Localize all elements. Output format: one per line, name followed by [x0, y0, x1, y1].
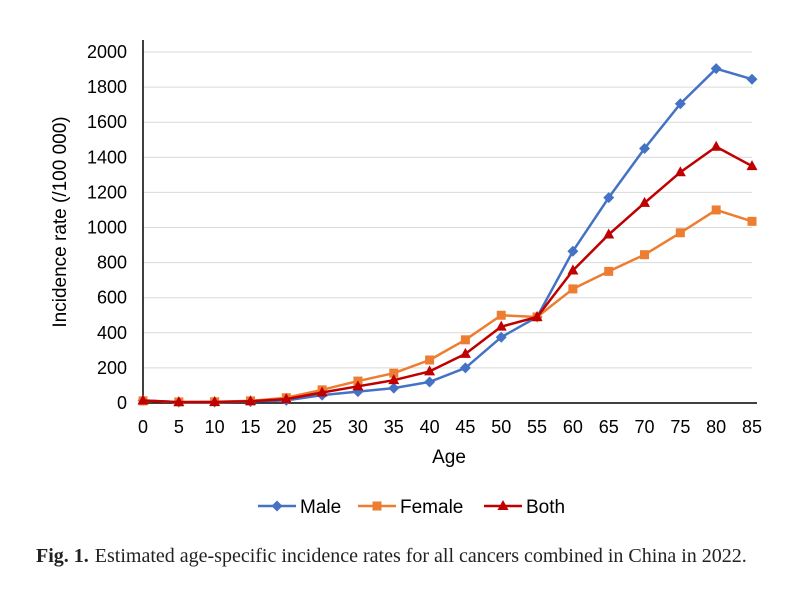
figure-caption: Fig. 1. Estimated age-specific incidence …	[36, 543, 776, 570]
data-point-both	[674, 166, 686, 177]
legend-item-female: Female	[358, 497, 463, 518]
data-point-male	[674, 98, 686, 110]
data-point-male	[459, 362, 471, 374]
data-point-male	[424, 376, 436, 388]
data-point-both	[603, 228, 615, 239]
y-tick-labels: 0 200 400 600 800 1000 1200 1400 1600 1800 2000	[87, 42, 127, 413]
data-point-both	[746, 160, 758, 171]
data-point-male	[603, 192, 615, 204]
data-point-both	[710, 140, 722, 151]
y-axis-title: Incidence rate (/100 000)	[50, 116, 71, 327]
x-tick-label: 85	[742, 417, 762, 437]
data-point-both	[567, 264, 579, 275]
data-point-both	[424, 365, 436, 376]
data-point-female	[496, 310, 506, 320]
x-tick-label: 35	[384, 417, 404, 437]
y-tick-label: 1000	[87, 218, 127, 238]
legend-item-male: Male	[258, 497, 341, 518]
x-tick-label: 80	[706, 417, 726, 437]
series-both	[137, 140, 758, 407]
data-point-male	[495, 331, 507, 343]
y-tick-label: 0	[117, 393, 127, 413]
data-point-both	[244, 395, 256, 406]
data-point-both	[137, 394, 149, 405]
data-point-both	[495, 320, 507, 331]
data-point-female	[711, 205, 721, 215]
data-point-female	[604, 266, 614, 276]
series-line-male	[142, 67, 753, 404]
line-chart: 0 200 400 600 800 1000 1200 1400 1600 1800 2000 0 5…	[50, 40, 762, 518]
legend-marker-female	[372, 501, 382, 511]
x-tick-label: 20	[276, 417, 296, 437]
data-point-male	[746, 73, 758, 85]
legend-label-female: Female	[400, 497, 463, 518]
x-tick-label: 0	[138, 417, 148, 437]
data-point-female	[389, 368, 399, 378]
legend-label-both: Both	[526, 497, 565, 518]
data-point-both	[459, 347, 471, 358]
y-tick-label: 1600	[87, 112, 127, 132]
data-point-female	[425, 355, 435, 365]
data-point-female	[675, 228, 685, 238]
y-tick-label: 800	[97, 253, 127, 273]
data-point-female	[640, 250, 650, 260]
data-point-male	[388, 382, 400, 394]
x-tick-label: 25	[312, 417, 332, 437]
data-point-both	[209, 395, 221, 406]
series-layer	[137, 63, 758, 408]
y-tick-label: 1400	[87, 147, 127, 167]
x-tick-label: 55	[527, 417, 547, 437]
x-tick-label: 75	[670, 417, 690, 437]
y-tick-label: 1800	[87, 77, 127, 97]
caption-label: Fig. 1.	[36, 545, 89, 567]
series-male	[137, 63, 758, 408]
data-point-female	[568, 284, 578, 294]
y-tick-label: 400	[97, 323, 127, 343]
x-tick-label: 70	[635, 417, 655, 437]
x-tick-label: 60	[563, 417, 583, 437]
legend-label-male: Male	[300, 497, 341, 518]
y-tick-label: 200	[97, 358, 127, 378]
x-tick-label: 65	[599, 417, 619, 437]
x-tick-label: 40	[420, 417, 440, 437]
y-tick-label: 600	[97, 288, 127, 308]
x-tick-label: 30	[348, 417, 368, 437]
x-tick-label: 50	[491, 417, 511, 437]
x-tick-label: 45	[455, 417, 475, 437]
data-point-both	[316, 386, 328, 397]
x-axis-title: Age	[432, 447, 466, 468]
caption-text: Estimated age-specific incidence rates f…	[94, 545, 747, 567]
y-tick-label: 2000	[87, 42, 127, 62]
data-point-both	[531, 311, 543, 322]
data-point-female	[460, 335, 470, 345]
data-point-male	[710, 63, 722, 75]
gridlines	[143, 51, 752, 369]
axes	[142, 40, 757, 404]
data-point-female	[747, 216, 757, 226]
data-point-both	[173, 396, 185, 407]
y-tick-label: 1200	[87, 182, 127, 202]
legend-marker-both	[497, 500, 509, 510]
x-tick-label: 10	[205, 417, 225, 437]
x-tick-labels: 0 5 10 15 20 25 30 35 40 45 50 55 60 65 70 75 80 85	[138, 417, 762, 437]
legend-item-both: Both	[484, 497, 565, 518]
x-tick-label: 15	[240, 417, 260, 437]
series-female	[138, 205, 757, 407]
data-point-both	[639, 196, 651, 207]
data-point-male	[639, 143, 651, 155]
legend: Male Female Both	[258, 497, 565, 518]
x-tick-label: 5	[174, 417, 184, 437]
series-line-both	[142, 145, 753, 404]
data-point-male	[567, 245, 579, 257]
series-line-female	[142, 208, 753, 404]
legend-marker-male	[271, 500, 283, 512]
data-point-both	[280, 393, 292, 404]
data-point-both	[352, 380, 364, 391]
data-point-both	[388, 374, 400, 385]
